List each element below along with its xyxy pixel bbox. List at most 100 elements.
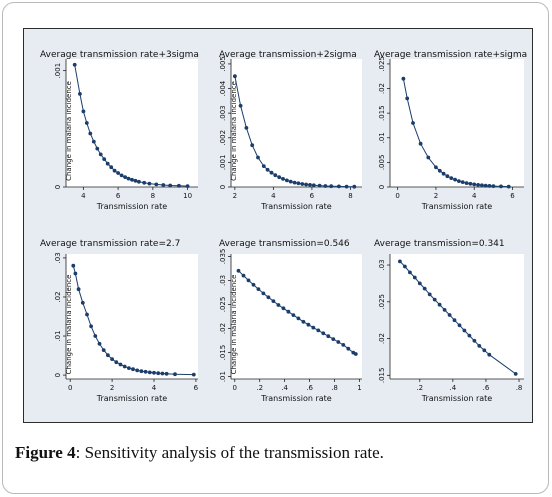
y-tick-label: .03 (219, 275, 227, 286)
data-point (118, 362, 123, 367)
y-tick-label: 0 (378, 185, 386, 189)
data-point (491, 184, 496, 189)
data-point (442, 308, 447, 312)
x-tick-label: 4 (271, 192, 276, 200)
chart-panel-6: Average transmission=0.341 .2 .4 .6 .8 .015 .0… (374, 239, 524, 403)
data-point (311, 183, 316, 188)
x-axis-title: Transmission rate (96, 202, 168, 211)
data-point (191, 372, 196, 377)
data-point (116, 171, 120, 175)
y-tick-label: 0 (219, 185, 227, 189)
data-point (93, 334, 98, 338)
data-point (398, 259, 402, 264)
data-point (301, 319, 306, 324)
data-point (472, 182, 477, 187)
x-axis-title: Transmission rate (96, 394, 168, 403)
data-point (251, 282, 256, 287)
x-tick-label: 0 (233, 384, 237, 392)
x-axis-title: Transmission rate (260, 394, 332, 403)
data-point (164, 371, 169, 376)
panel-title: Average transmission=0.341 (374, 239, 505, 249)
data-point (101, 348, 106, 352)
data-point (321, 331, 326, 336)
data-point (422, 286, 427, 291)
data-point (76, 287, 81, 292)
panel-title: Average transmission rate+sigma (374, 50, 527, 60)
data-point (337, 184, 341, 189)
data-point (98, 152, 103, 157)
data-point (445, 174, 450, 179)
data-point (288, 179, 293, 184)
data-point (472, 338, 477, 343)
caption-label: Figure 4 (15, 443, 76, 462)
data-point (411, 121, 415, 125)
y-tick-label: .035 (219, 249, 227, 265)
y-tick-label: .01 (219, 371, 227, 382)
data-point (246, 278, 251, 283)
data-point (408, 270, 412, 275)
plot-background (231, 59, 362, 187)
data-point (480, 183, 484, 188)
data-point (336, 340, 341, 344)
data-point (300, 182, 305, 186)
data-point (405, 96, 410, 101)
data-point (453, 177, 457, 182)
data-point (427, 292, 432, 297)
data-point (266, 295, 271, 300)
y-axis-title: Change in malaria incidence (230, 81, 238, 181)
data-point (72, 62, 77, 67)
data-point (152, 370, 156, 375)
y-tick-label: .01 (54, 330, 62, 341)
y-tick-label: .025 (378, 294, 386, 310)
data-point (80, 300, 85, 305)
data-point (88, 131, 93, 136)
data-point (160, 371, 165, 376)
data-point (457, 179, 461, 184)
data-point (78, 92, 82, 96)
y-tick-label: .001 (219, 155, 227, 171)
data-point (341, 343, 346, 347)
y-tick-label: .015 (378, 368, 386, 384)
data-point (281, 306, 286, 311)
x-tick-label: .2 (416, 384, 423, 392)
y-tick-label: .02 (219, 323, 227, 334)
x-tick-label: 0 (395, 192, 399, 200)
data-point (434, 165, 438, 170)
data-point (460, 180, 465, 185)
data-point (185, 184, 190, 189)
y-tick-label: .025 (219, 297, 227, 313)
data-point (296, 181, 301, 186)
y-tick-label: .025 (378, 56, 386, 72)
y-tick-label: .02 (378, 83, 386, 94)
data-point (281, 177, 285, 181)
data-point (499, 184, 503, 189)
data-point (109, 165, 114, 170)
y-tick-label: 0 (54, 185, 62, 189)
y-tick-label: .02 (54, 291, 62, 302)
data-point (105, 161, 110, 166)
chart-panel-3: Average transmission rate+sigma 0 2 4 6 0 .005… (374, 50, 527, 211)
y-tick-label: .015 (378, 105, 386, 121)
y-axis-title: Change in malaria incidence (65, 275, 73, 375)
panel-title: Average transmission rate+3sigma (40, 50, 199, 60)
data-point (143, 369, 148, 374)
data-point (513, 372, 518, 376)
data-point (250, 143, 255, 148)
data-point (432, 297, 437, 302)
data-point (256, 155, 260, 160)
data-point (468, 181, 473, 186)
y-tick-label: .002 (219, 130, 227, 146)
data-point (487, 352, 492, 357)
data-point (286, 309, 291, 314)
data-point (316, 328, 321, 333)
data-point (110, 357, 114, 361)
data-point (403, 264, 407, 269)
data-point (112, 168, 117, 173)
chart-panel-5: Average transmission=0.546 0 .2 .4 .6 .8 1 .01.… (219, 239, 362, 403)
data-point (135, 368, 140, 373)
data-point (271, 299, 276, 303)
data-point (156, 371, 161, 376)
data-point (462, 328, 467, 333)
x-tick-label: 2 (233, 192, 237, 200)
